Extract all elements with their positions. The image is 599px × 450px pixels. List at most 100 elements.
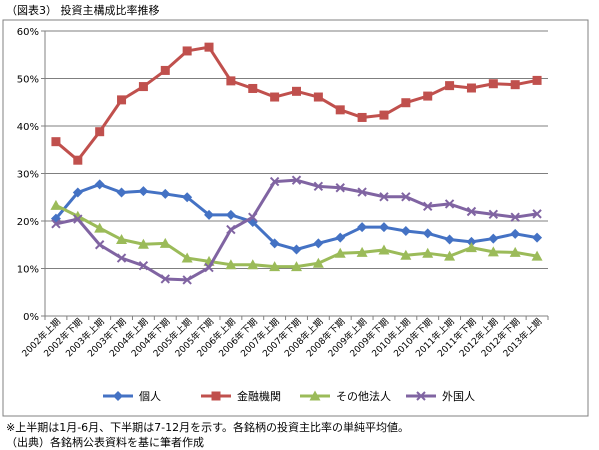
chart-caption: （図表3） 投資主構成比率推移: [6, 4, 160, 17]
data-point: [211, 391, 221, 401]
data-point: [401, 192, 411, 202]
data-point: [225, 259, 237, 270]
series-line: [55, 203, 538, 269]
data-point: [138, 260, 149, 271]
footnote: ※上半期は1月-6月、下半期は7-12月を示す。各銘柄の投資主比率の単純平均値。: [6, 421, 410, 434]
data-point: [510, 80, 520, 90]
data-point: [313, 238, 324, 249]
data-point: [73, 155, 83, 165]
data-point: [159, 237, 171, 248]
data-point: [226, 76, 236, 86]
data-point: [466, 206, 477, 217]
data-point: [466, 83, 476, 93]
data-point: [225, 209, 236, 220]
data-point: [509, 246, 521, 257]
data-point: [160, 274, 170, 284]
data-point: [487, 246, 499, 257]
data-point: [313, 92, 323, 102]
series-line: [54, 45, 538, 162]
data-point: [51, 137, 61, 147]
data-point: [335, 105, 345, 115]
y-tick-label: 40%: [17, 122, 39, 133]
data-point: [291, 244, 302, 255]
data-point: [292, 86, 301, 96]
data-point: [226, 224, 236, 235]
data-point: [335, 232, 346, 243]
legend-label: 外国人: [442, 390, 475, 403]
data-point: [400, 225, 411, 236]
data-point: [269, 261, 281, 272]
legend-label: その他法人: [336, 389, 391, 403]
data-point: [160, 65, 170, 75]
legend-item: 金融機関: [201, 389, 281, 403]
data-point: [357, 112, 367, 122]
chart-frame: [2, 19, 589, 417]
data-point: [444, 250, 456, 261]
legend: 個人 金融機関 その他法人 外国人: [103, 389, 475, 403]
data-point: [182, 192, 193, 203]
data-point: [444, 199, 455, 209]
data-point: [357, 222, 368, 233]
data-point: [248, 83, 258, 93]
data-point: [531, 250, 543, 261]
data-point: [160, 188, 171, 199]
data-point: [379, 192, 389, 202]
y-tick-label: 50%: [17, 75, 39, 86]
data-point: [116, 253, 127, 263]
legend-label: 金融機関: [237, 389, 281, 403]
data-point: [138, 82, 148, 92]
data-point: [488, 79, 498, 89]
data-point: [94, 222, 106, 233]
data-point: [466, 236, 477, 247]
data-point: [422, 247, 434, 258]
series-金融機関: [51, 42, 542, 165]
data-point: [116, 234, 128, 245]
data-point: [445, 81, 455, 91]
data-point: [94, 179, 105, 190]
y-tick-label: 10%: [17, 265, 39, 276]
data-point: [291, 175, 302, 185]
data-point: [73, 214, 83, 224]
data-point: [50, 199, 62, 210]
series-個人: [50, 179, 543, 255]
y-tick-label: 0%: [23, 312, 39, 323]
data-point: [488, 209, 499, 220]
data-point: [416, 391, 426, 401]
x-axis-ticks: 2002年上期2002年下期2003年上期2003年下期2004年上期2004年…: [19, 316, 544, 360]
data-point: [137, 238, 149, 249]
data-point: [400, 249, 412, 260]
data-point: [182, 46, 192, 56]
grid-lines: [41, 30, 549, 320]
data-point: [72, 187, 83, 198]
data-point: [379, 110, 389, 120]
data-point: [204, 262, 214, 273]
legend-item: 外国人: [406, 390, 475, 403]
data-point: [113, 391, 123, 401]
legend-item: その他法人: [300, 389, 391, 403]
data-point: [378, 222, 389, 233]
data-point: [357, 187, 367, 197]
data-point: [356, 246, 368, 257]
data-point: [313, 181, 324, 192]
data-point: [444, 234, 455, 245]
source-note: （出典）各銘柄公表資料を基に筆者作成: [6, 436, 204, 449]
series-外国人: [51, 175, 542, 285]
data-point: [335, 183, 345, 193]
data-point: [291, 261, 302, 272]
data-point: [269, 238, 280, 249]
y-axis-ticks: 0% 10% 20% 30% 40% 50% 60%: [17, 27, 39, 323]
data-point: [269, 176, 280, 187]
data-point: [247, 259, 259, 270]
series-group: [50, 42, 543, 285]
data-point: [309, 390, 321, 401]
data-point: [465, 242, 477, 253]
data-point: [204, 42, 214, 52]
data-point: [334, 247, 346, 258]
data-point: [182, 275, 192, 285]
data-point: [488, 233, 499, 244]
data-point: [138, 186, 149, 197]
data-point: [532, 209, 542, 219]
y-tick-label: 20%: [17, 217, 39, 228]
data-point: [423, 91, 433, 101]
